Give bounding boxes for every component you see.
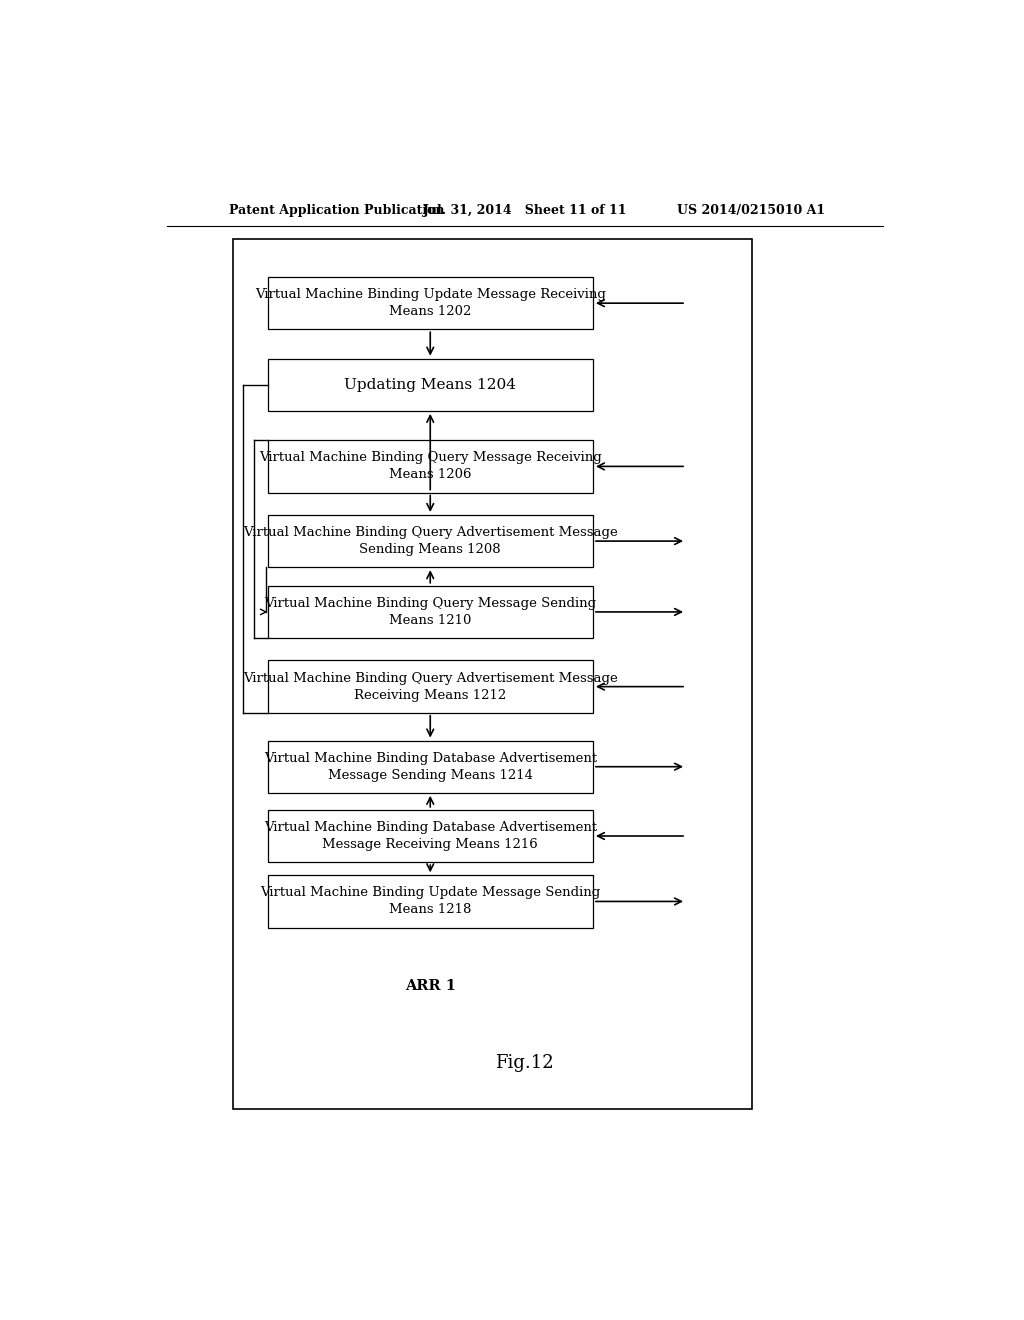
Text: Virtual Machine Binding Database Advertisement
Message Sending Means 1214: Virtual Machine Binding Database Adverti… [264,751,597,781]
Text: Updating Means 1204: Updating Means 1204 [344,378,516,392]
Text: Jul. 31, 2014   Sheet 11 of 11: Jul. 31, 2014 Sheet 11 of 11 [423,205,627,218]
Bar [267,441,593,492]
Text: Virtual Machine Binding Query Message Receiving
Means 1206: Virtual Machine Binding Query Message Re… [259,451,602,482]
Bar [267,660,593,713]
Bar [267,586,593,638]
Bar [267,515,593,568]
Bar [267,359,593,411]
Text: Virtual Machine Binding Query Advertisement Message
Sending Means 1208: Virtual Machine Binding Query Advertisem… [243,527,617,556]
Text: ARR 1: ARR 1 [404,979,456,993]
Text: Fig.12: Fig.12 [496,1055,554,1072]
Bar [232,239,752,1109]
Text: Virtual Machine Binding Update Message Sending
Means 1218: Virtual Machine Binding Update Message S… [260,887,600,916]
Bar [267,277,593,330]
Bar [267,741,593,793]
Text: Virtual Machine Binding Update Message Receiving
Means 1202: Virtual Machine Binding Update Message R… [255,288,605,318]
Text: Patent Application Publication: Patent Application Publication [228,205,444,218]
Text: US 2014/0215010 A1: US 2014/0215010 A1 [677,205,825,218]
Text: Virtual Machine Binding Database Advertisement
Message Receiving Means 1216: Virtual Machine Binding Database Adverti… [264,821,597,851]
Bar [267,875,593,928]
Text: Virtual Machine Binding Query Message Sending
Means 1210: Virtual Machine Binding Query Message Se… [264,597,596,627]
Bar [267,810,593,862]
Text: Virtual Machine Binding Query Advertisement Message
Receiving Means 1212: Virtual Machine Binding Query Advertisem… [243,672,617,702]
